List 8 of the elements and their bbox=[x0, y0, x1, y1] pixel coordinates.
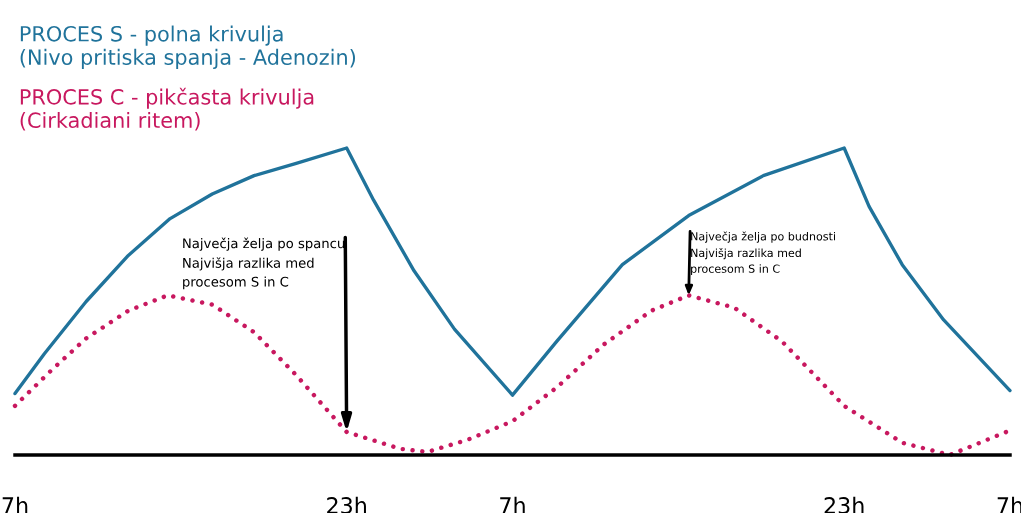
text: PROCES C - pikčasta krivulja (Cirkadiani ritem) bbox=[20, 87, 314, 131]
annotation: Največja želja po spancu Najvišja razlika med procesom S in C bbox=[183, 237, 345, 290]
x-tick-label: 7h bbox=[500, 496, 525, 513]
x-tick-label: 7h bbox=[2, 496, 28, 513]
annotation: Največja želja po budnosti Najvišja razlika med procesom S in C bbox=[691, 231, 835, 276]
text: PROCES S - polna krivulja (Nivo pritiska spanja - Adenozin) bbox=[20, 25, 356, 70]
x-tick-label: 23h bbox=[327, 496, 366, 513]
x-tick-label: 23h bbox=[824, 496, 864, 513]
